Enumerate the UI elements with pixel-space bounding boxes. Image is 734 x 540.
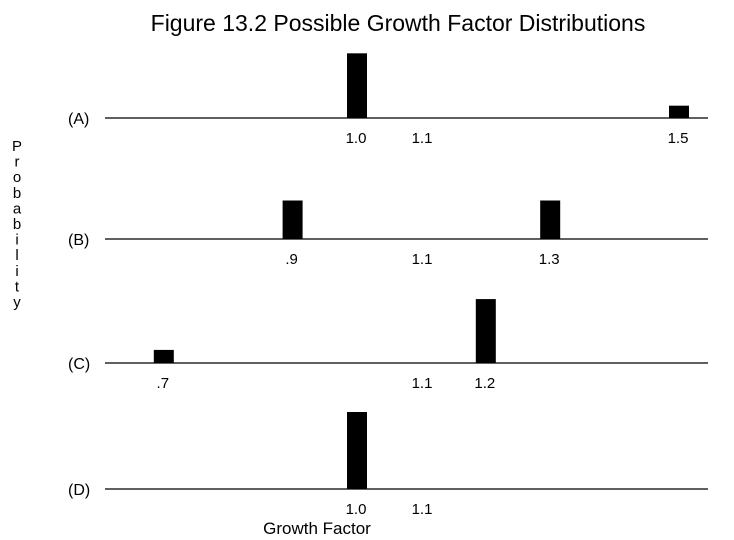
y-axis-label-letter: a	[13, 200, 22, 217]
bar-value-label: .7	[157, 375, 170, 392]
y-axis-label-letter: i	[15, 232, 18, 249]
y-axis-label-letter: y	[13, 294, 21, 311]
y-axis-label-letter: b	[13, 185, 21, 202]
panel-label: (C)	[68, 356, 90, 373]
panel: (C) .7 1.2 1.1	[68, 299, 708, 392]
panel-label: (B)	[68, 232, 89, 249]
y-axis-label-letter: t	[15, 278, 20, 295]
reference-tick-label: 1.1	[412, 501, 433, 518]
reference-tick-label: 1.1	[412, 251, 433, 268]
probability-bar	[475, 299, 496, 363]
probability-bar	[540, 200, 561, 239]
probability-bar	[282, 200, 303, 239]
y-axis-label-letter: r	[15, 154, 20, 171]
panel: (B) .9 1.3 1.1	[68, 200, 708, 268]
bar-value-label: 1.0	[346, 501, 367, 518]
panel-label: (A)	[68, 111, 89, 128]
y-axis-label-letter: b	[13, 216, 21, 233]
y-axis-label-letter: i	[15, 263, 18, 280]
panel: (A) 1.0 1.5 1.1	[68, 53, 708, 147]
chart-title: Figure 13.2 Possible Growth Factor Distr…	[151, 10, 646, 36]
reference-tick-label: 1.1	[412, 130, 433, 147]
x-axis-label: Growth Factor	[263, 519, 371, 538]
panel: (D) 1.0 1.1	[68, 412, 708, 518]
y-axis-label-letter: P	[12, 138, 22, 155]
reference-tick-label: 1.1	[412, 375, 433, 392]
bar-value-label: .9	[285, 251, 298, 268]
y-axis-label-letter: l	[15, 247, 18, 264]
probability-bar	[153, 349, 174, 363]
panel-label: (D)	[68, 482, 90, 499]
y-axis-label-letter: o	[13, 169, 21, 186]
probability-bar	[347, 53, 367, 118]
probability-bar	[669, 105, 689, 118]
bar-value-label: 1.0	[346, 130, 367, 147]
panels: (A) 1.0 1.5 1.1 (B) .9 1.3 1.1 (C) .7 1.2 1.1 (D) 1.0…	[68, 53, 708, 518]
bar-value-label: 1.2	[474, 375, 495, 392]
bar-value-label: 1.3	[539, 251, 560, 268]
bar-value-label: 1.5	[668, 130, 689, 147]
probability-bar	[347, 412, 367, 489]
